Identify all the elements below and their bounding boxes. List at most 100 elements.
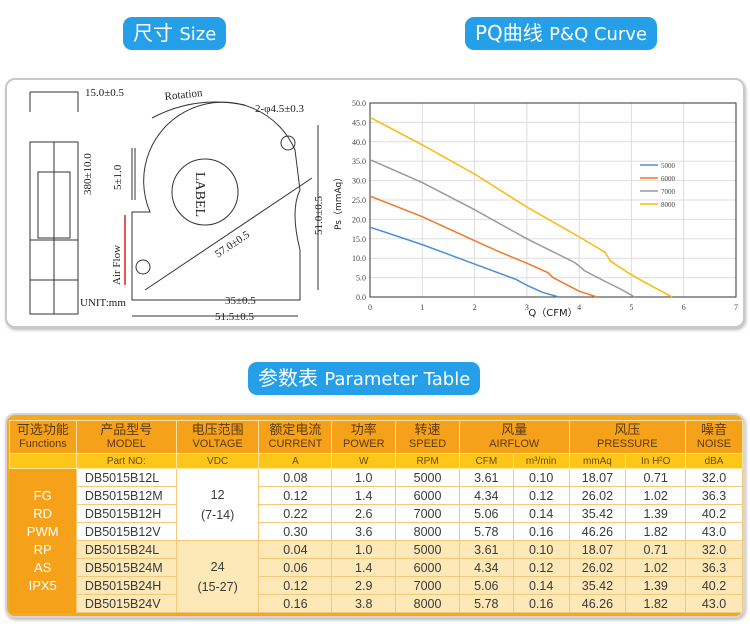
value-cell: 0.06 — [258, 558, 333, 577]
value-cell: 4.34 — [458, 486, 514, 505]
pq-heading-cn: PQ曲线 — [475, 21, 543, 45]
y-tick-label: 25.0 — [352, 196, 366, 205]
x-tick-label: 0 — [368, 303, 372, 312]
value-cell: 0.71 — [625, 468, 687, 487]
value-cell: 0.14 — [512, 576, 570, 595]
header-en: MODEL — [106, 438, 146, 450]
header-en: SPEED — [408, 438, 447, 450]
parameter-table-box: 可选功能 Functions 产品型号 MODEL 电压范围 VOLTAGE 额定电流 CUR… — [5, 413, 745, 618]
unit-cell: RPM — [395, 453, 460, 469]
value-cell: 3.8 — [331, 594, 397, 613]
value-cell: 3.61 — [458, 540, 514, 559]
legend-label: 6000 — [661, 175, 676, 183]
y-tick-label: 50.0 — [352, 99, 366, 108]
function-item: RD — [33, 505, 53, 521]
value-cell: 0.12 — [258, 486, 333, 505]
x-tick-label: 7 — [734, 303, 738, 312]
value-cell: 43.0 — [685, 594, 743, 613]
value-cell: 1.39 — [625, 576, 687, 595]
value-cell: 1.02 — [625, 486, 687, 505]
header-model: 产品型号 MODEL — [75, 420, 177, 454]
voltage-range: (15-27) — [197, 579, 238, 594]
value-cell: 36.3 — [685, 558, 743, 577]
value-cell: 5000 — [395, 540, 460, 559]
value-cell: 0.12 — [512, 558, 570, 577]
series-line-7000 — [369, 158, 635, 298]
header-en: POWER — [342, 438, 385, 450]
model-cell: DB5015B24M — [75, 558, 177, 577]
unit-cell: m³/min — [512, 453, 570, 469]
header-en: PRESSURE — [597, 438, 658, 450]
unit-label: UNIT:mm — [80, 297, 126, 309]
table-row: DB5015B24V 0.16 3.8 8000 5.78 0.16 46.26 1.82 43… — [10, 594, 743, 613]
value-cell: 0.16 — [258, 594, 333, 613]
unit-cell: CFM — [458, 453, 514, 469]
value-cell: 18.07 — [568, 468, 627, 487]
y-tick-label: 15.0 — [352, 235, 366, 244]
value-cell: 0.16 — [512, 522, 570, 541]
pq-heading: PQ曲线 P&Q Curve — [465, 17, 658, 50]
function-item: RP — [33, 541, 52, 557]
header-functions: 可选功能 Functions — [9, 420, 77, 454]
value-cell: 0.10 — [512, 468, 570, 487]
x-tick-label: 2 — [473, 303, 477, 312]
x-tick-label: 4 — [577, 303, 581, 312]
header-airflow: 风量 AIRFLOW — [458, 420, 570, 454]
value-cell: 1.0 — [331, 468, 397, 487]
header-en: NOISE — [696, 438, 732, 450]
table-heading: 参数表 Parameter Table — [248, 362, 481, 395]
airflow-label: Air Flow — [111, 245, 123, 285]
y-axis-label: Ps（mmAq） — [333, 173, 344, 230]
value-cell: 0.12 — [258, 576, 333, 595]
y-tick-label: 5.0 — [356, 274, 366, 283]
pq-chart: 0 1 2 3 4 5 6 7 0.0 5.0 10.0 15.0 20.0 25.0 30.0 35.0 40… — [333, 99, 738, 319]
dim-bottom-35: 35±0.5 — [225, 295, 256, 307]
value-cell: 2.6 — [331, 504, 397, 523]
voltage-v: 24 — [210, 559, 225, 574]
x-axis-label: Q（CFM） — [528, 307, 577, 319]
unit-cell: dBA — [685, 453, 743, 469]
pq-heading-en: P&Q Curve — [549, 24, 648, 45]
value-cell: 5.78 — [458, 522, 514, 541]
function-item: PWM — [26, 523, 59, 539]
value-cell: 26.02 — [568, 486, 627, 505]
value-cell: 5.78 — [458, 594, 514, 613]
value-cell: 3.6 — [331, 522, 397, 541]
label-circle — [171, 158, 239, 226]
function-item: FG — [33, 487, 52, 503]
legend-label: 5000 — [661, 162, 676, 170]
unit-cell: Part NO: — [75, 453, 177, 469]
value-cell: 4.34 — [458, 558, 514, 577]
value-cell: 18.07 — [568, 540, 627, 559]
y-tick-label: 40.0 — [352, 138, 366, 147]
model-cell: DB5015B12H — [75, 504, 177, 523]
x-tick-label: 3 — [525, 303, 529, 312]
value-cell: 40.2 — [685, 504, 743, 523]
value-cell: 40.2 — [685, 576, 743, 595]
series-line-6000 — [369, 195, 598, 298]
table-heading-en: Parameter Table — [324, 369, 471, 390]
table-row: DB5015B12V 0.30 3.6 8000 5.78 0.16 46.26 1.82 43… — [10, 522, 743, 541]
dim-holes: 2-φ4.5±0.3 — [255, 103, 305, 115]
value-cell: 46.26 — [568, 594, 627, 613]
size-heading: 尺寸 Size — [123, 17, 227, 50]
header-en: CURRENT — [268, 438, 323, 450]
dim-thickness: 15.0±0.5 — [85, 87, 125, 99]
table-heading-cn: 参数表 — [258, 366, 318, 390]
y-tick-label: 20.0 — [352, 215, 366, 224]
y-tick-label: 10.0 — [352, 254, 366, 263]
value-cell: 32.0 — [685, 468, 743, 487]
header-cn: 电压范围 — [191, 422, 244, 437]
value-cell: 0.12 — [512, 486, 570, 505]
table-row: DB5015B24H 0.12 2.9 7000 5.06 0.14 35.42 1.39 40… — [10, 576, 743, 595]
size-heading-cn: 尺寸 — [133, 21, 173, 45]
value-cell: 5.06 — [458, 576, 514, 595]
header-en: AIRFLOW — [489, 438, 540, 450]
value-cell: 0.14 — [512, 504, 570, 523]
header-cn: 风量 — [501, 422, 528, 437]
function-item: IPX5 — [28, 577, 57, 593]
model-cell: DB5015B12M — [75, 486, 177, 505]
value-cell: 0.04 — [258, 540, 333, 559]
unit-cell: mmAq — [568, 453, 627, 469]
value-cell: 35.42 — [568, 576, 627, 595]
